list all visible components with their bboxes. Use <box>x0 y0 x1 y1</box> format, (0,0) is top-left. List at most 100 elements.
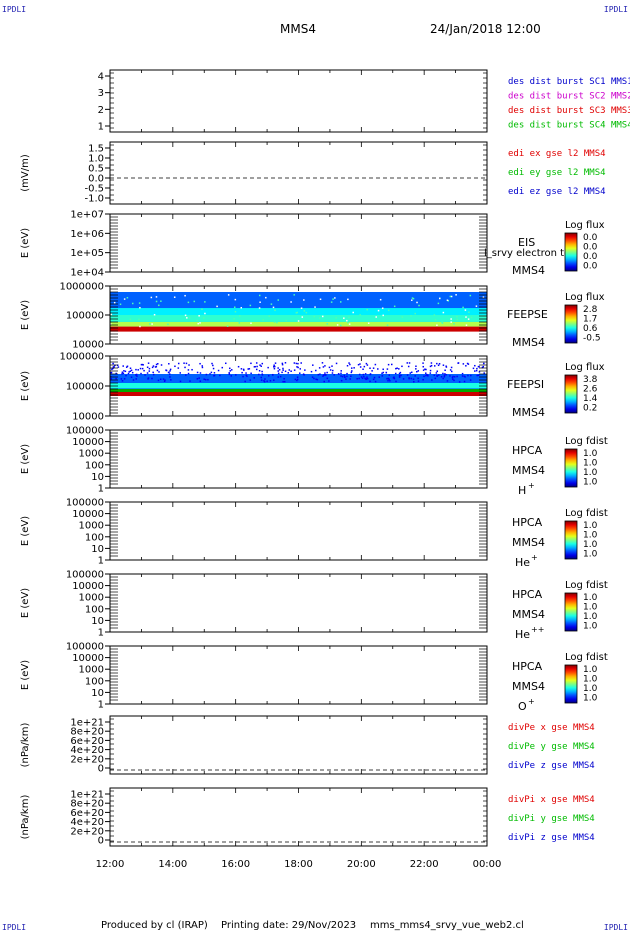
feepse-speck <box>467 318 470 320</box>
feepsi-speck <box>429 369 432 372</box>
y-tick-label: 1000 <box>79 593 104 604</box>
colorbar-tick-label: 1.0 <box>583 593 598 603</box>
feepsi-speck <box>388 378 390 381</box>
y-tick-label: 100 <box>85 604 104 615</box>
feepsi-speck <box>130 376 133 378</box>
feepsi-speck <box>135 378 137 380</box>
feepsi-speck <box>388 374 391 376</box>
feepsi-speck <box>392 377 395 379</box>
x-tick-label: 18:00 <box>284 859 313 870</box>
y-tick-label: 2e+20 <box>70 754 104 765</box>
feepsi-speck <box>311 376 314 378</box>
feepsi-speck <box>287 372 290 374</box>
feepsi-speck <box>177 367 180 369</box>
feepsi-speck <box>196 378 199 380</box>
y-tick-label: 0 <box>98 836 104 847</box>
colorbar <box>564 520 578 560</box>
feepse-speck <box>462 306 464 309</box>
feepsi-speck <box>244 380 246 383</box>
feepsi-speck <box>210 371 213 374</box>
feepse-speck <box>227 294 230 296</box>
feepsi-speck <box>213 372 216 374</box>
y-tick-label: 1e+05 <box>70 248 104 259</box>
feepsi-speck <box>294 378 297 381</box>
feepse-speck <box>110 313 113 316</box>
colorbar-title: Log flux <box>565 292 605 303</box>
colorbar <box>564 304 578 344</box>
feepsi-speck <box>483 362 485 365</box>
feepsi-speck <box>410 377 412 380</box>
colorbar-title: Log flux <box>565 220 605 231</box>
y-tick-label: 100000 <box>66 382 104 393</box>
feepsi-speck <box>248 368 251 370</box>
colorbar <box>564 374 578 414</box>
feepse-speck <box>367 322 370 324</box>
feepse-speck <box>197 322 199 325</box>
feepsi-speck <box>465 365 467 367</box>
feepsi-speck <box>436 362 438 365</box>
feepsi-speck <box>297 362 299 365</box>
feepse-speck <box>131 302 134 305</box>
panel-frame <box>109 429 488 489</box>
y-tick-label: 1 <box>98 556 104 567</box>
legend-entry: divPi z gse MMS4 <box>508 833 595 843</box>
feepsi-speck <box>126 365 129 368</box>
y-tick-label: 100000 <box>66 570 104 581</box>
feepsi-speck <box>135 368 137 371</box>
feepsi-speck <box>357 363 360 366</box>
feepsi-speck <box>310 370 313 373</box>
colorbar-tick-label: 2.8 <box>583 305 598 315</box>
legend-entry: des dist burst SC3 MMS3 <box>508 106 630 116</box>
feepsi-speck <box>340 370 342 372</box>
feepse-speck <box>305 311 308 314</box>
feepsi-speck <box>179 380 182 383</box>
feepsi-speck <box>408 377 410 379</box>
feepsi-speck <box>324 374 326 376</box>
feepsi-speck <box>245 372 247 374</box>
species-charge: + <box>528 481 535 490</box>
feepsi-speck <box>365 362 368 365</box>
legend-entry: des dist burst SC1 MMS1 <box>508 77 630 87</box>
y-tick-label: 6e+20 <box>70 736 104 747</box>
feepsi-speck <box>229 367 231 370</box>
feepse-speck <box>155 300 158 303</box>
feepsi-speck <box>363 375 365 378</box>
colorbar-tick-label: 1.0 <box>583 550 598 560</box>
feepsi-speck <box>424 368 426 370</box>
spacecraft-name: MMS4 <box>512 336 545 349</box>
feepsi-speck <box>385 371 388 374</box>
feepse-speck <box>199 322 201 324</box>
feepsi-speck <box>124 370 127 373</box>
feepse-band <box>110 315 487 322</box>
y-tick-label: 4e+20 <box>70 745 104 756</box>
feepsi-speck <box>402 378 405 380</box>
y-tick-label: 1 <box>98 484 104 495</box>
feepsi-speck <box>333 374 335 376</box>
feepsi-speck <box>141 363 144 366</box>
feepsi-speck <box>300 362 302 364</box>
feepsi-speck <box>164 379 166 381</box>
feepse-speck <box>437 302 440 305</box>
spacecraft-name: MMS4 <box>512 406 545 419</box>
feepsi-speck <box>155 363 158 366</box>
colorbar-title: Log fdist <box>565 580 608 591</box>
feepse-speck <box>386 324 389 326</box>
feepsi-speck <box>151 377 153 380</box>
feepse-speck <box>138 302 141 304</box>
panel-frame <box>109 501 488 561</box>
feepsi-speck <box>146 366 149 369</box>
feepse-speck <box>359 314 361 316</box>
feepse-speck <box>475 305 478 307</box>
feepsi-speck <box>317 373 320 376</box>
feepsi-speck <box>296 379 298 382</box>
feepsi-speck <box>331 365 333 367</box>
feepsi-speck <box>258 370 261 372</box>
feepse-speck <box>375 316 377 318</box>
feepsi-speck <box>217 369 220 372</box>
y-tick-label: 2e+20 <box>70 826 104 837</box>
y-tick-label: 100000 <box>66 426 104 437</box>
feepsi-speck <box>179 372 181 374</box>
feepsi-speck <box>284 370 287 373</box>
feepsi-speck <box>423 375 425 378</box>
y-tick-label: 1e+07 <box>70 210 104 221</box>
